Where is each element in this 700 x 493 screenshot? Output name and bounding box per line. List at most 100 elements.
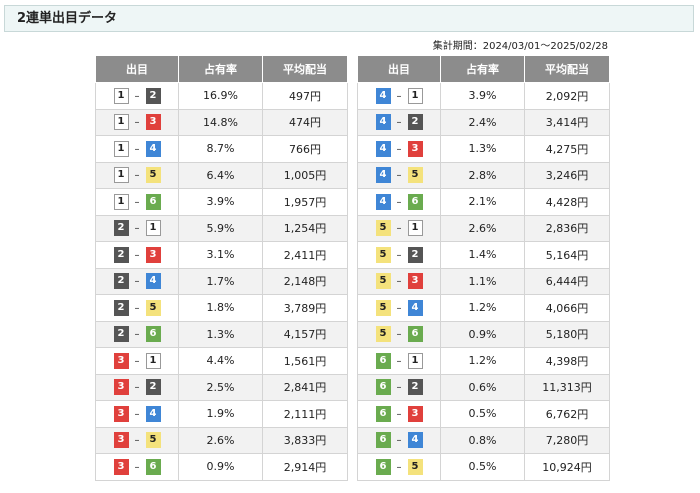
share-cell: 1.2%	[440, 294, 525, 322]
combination-cell: 4–1	[357, 82, 441, 110]
share-cell: 1.7%	[178, 267, 263, 295]
combination-cell: 1–3	[95, 108, 179, 136]
share-cell: 1.8%	[178, 294, 263, 322]
separator: –	[134, 408, 140, 420]
combination-cell: 1–6	[95, 188, 179, 216]
column-header: 平均配当	[524, 55, 610, 83]
boat-number: 1	[145, 220, 161, 237]
boat-number: 6	[145, 193, 161, 210]
boat-number: 5	[375, 220, 391, 237]
combination-cell: 6–3	[357, 400, 441, 428]
share-cell: 1.9%	[178, 400, 263, 428]
column-header: 出目	[95, 55, 179, 83]
boat-number: 1	[145, 352, 161, 369]
column-header: 占有率	[178, 55, 263, 83]
separator: –	[396, 276, 402, 288]
share-cell: 2.6%	[440, 214, 525, 242]
payout-cell: 2,148円	[262, 267, 348, 295]
boat-number: 6	[375, 432, 391, 449]
separator: –	[134, 117, 140, 129]
boat-number: 5	[407, 458, 423, 475]
combination-cell: 3–1	[95, 347, 179, 375]
section-title: 2連単出目データ	[4, 5, 694, 32]
payout-cell: 2,092円	[524, 82, 610, 110]
boat-number: 5	[145, 432, 161, 449]
share-cell: 3.9%	[440, 82, 525, 110]
payout-cell: 2,111円	[262, 400, 348, 428]
row: 3–5 2.6% 3,833円	[95, 426, 348, 454]
combination-cell: 3–6	[95, 453, 179, 481]
payout-cell: 4,428円	[524, 188, 610, 216]
share-cell: 3.1%	[178, 241, 263, 269]
combination-cell: 6–4	[357, 426, 441, 454]
separator: –	[396, 170, 402, 182]
row: 6–2 0.6% 11,313円	[357, 373, 610, 401]
separator: –	[134, 170, 140, 182]
payout-cell: 2,914円	[262, 453, 348, 481]
boat-number: 4	[145, 405, 161, 422]
separator: –	[396, 408, 402, 420]
share-cell: 2.8%	[440, 161, 525, 189]
boat-number: 6	[375, 458, 391, 475]
boat-number: 3	[113, 458, 129, 475]
share-cell: 0.5%	[440, 400, 525, 428]
boat-number: 3	[145, 114, 161, 131]
share-cell: 2.1%	[440, 188, 525, 216]
boat-number: 1	[407, 220, 423, 237]
payout-cell: 1,005円	[262, 161, 348, 189]
combination-cell: 6–2	[357, 373, 441, 401]
payout-cell: 3,246円	[524, 161, 610, 189]
row: 1–6 3.9% 1,957円	[95, 188, 348, 216]
period: 集計期間：2024/03/01～2025/02/28	[432, 41, 608, 52]
combination-cell: 1–5	[95, 161, 179, 189]
boat-number: 2	[113, 326, 129, 343]
separator: –	[396, 196, 402, 208]
row: 5–1 2.6% 2,836円	[357, 214, 610, 242]
boat-number: 4	[145, 273, 161, 290]
boat-number: 4	[407, 432, 423, 449]
separator: –	[396, 355, 402, 367]
boat-number: 1	[113, 167, 129, 184]
share-cell: 0.6%	[440, 373, 525, 401]
boat-number: 1	[113, 140, 129, 157]
boat-number: 5	[407, 167, 423, 184]
separator: –	[134, 329, 140, 341]
row: 5–2 1.4% 5,164円	[357, 241, 610, 269]
payout-cell: 5,180円	[524, 320, 610, 348]
separator: –	[396, 117, 402, 129]
share-cell: 14.8%	[178, 108, 263, 136]
row: 2–1 5.9% 1,254円	[95, 214, 348, 242]
boat-number: 3	[407, 140, 423, 157]
row: 3–2 2.5% 2,841円	[95, 373, 348, 401]
boat-number: 5	[375, 246, 391, 263]
row: 4–1 3.9% 2,092円	[357, 82, 610, 110]
boat-number: 6	[375, 379, 391, 396]
row: 4–3 1.3% 4,275円	[357, 135, 610, 163]
row: 1–5 6.4% 1,005円	[95, 161, 348, 189]
combination-cell: 3–4	[95, 400, 179, 428]
separator: –	[396, 249, 402, 261]
boat-number: 5	[375, 299, 391, 316]
share-cell: 1.4%	[440, 241, 525, 269]
boat-number: 1	[407, 87, 423, 104]
boat-number: 2	[113, 273, 129, 290]
row: 5–6 0.9% 5,180円	[357, 320, 610, 348]
boat-number: 4	[145, 140, 161, 157]
row: 5–4 1.2% 4,066円	[357, 294, 610, 322]
boat-number: 5	[375, 326, 391, 343]
combination-cell: 5–3	[357, 267, 441, 295]
share-cell: 3.9%	[178, 188, 263, 216]
row: 4–5 2.8% 3,246円	[357, 161, 610, 189]
separator: –	[134, 276, 140, 288]
row: 3–4 1.9% 2,111円	[95, 400, 348, 428]
separator: –	[134, 302, 140, 314]
combination-cell: 2–3	[95, 241, 179, 269]
boat-number: 4	[407, 299, 423, 316]
column-header: 平均配当	[262, 55, 348, 83]
row: 1–4 8.7% 766円	[95, 135, 348, 163]
boat-number: 2	[407, 114, 423, 131]
share-cell: 8.7%	[178, 135, 263, 163]
payout-cell: 4,398円	[524, 347, 610, 375]
boat-number: 6	[145, 458, 161, 475]
